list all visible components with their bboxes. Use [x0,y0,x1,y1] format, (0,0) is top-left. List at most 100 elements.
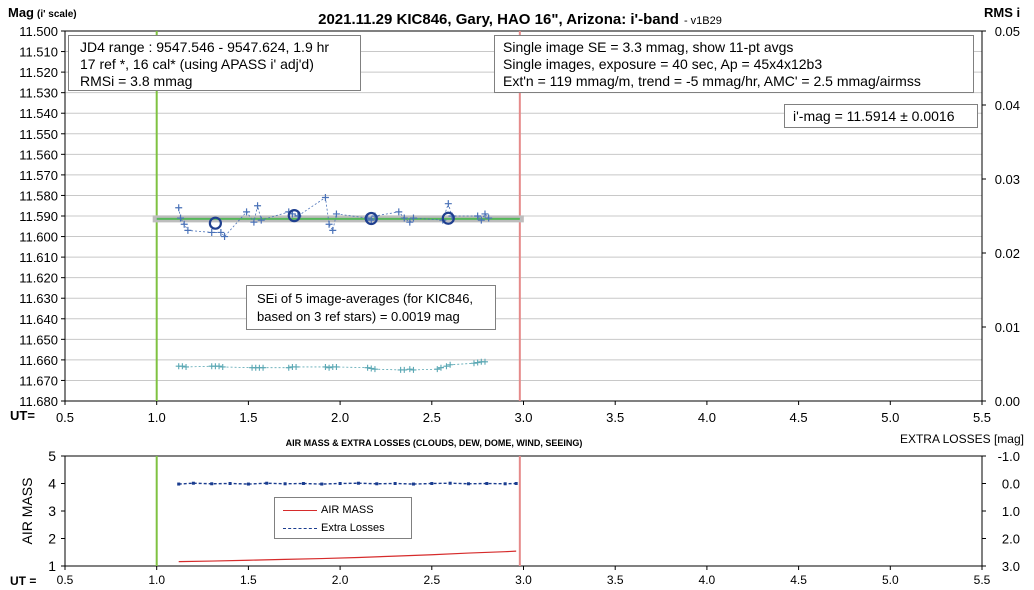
extra-losses-point [514,482,518,485]
y2-tick-label: 0.00 [995,394,1020,409]
y-tick-label: 11.550 [19,127,58,142]
rms-point [371,366,378,373]
rms-point [326,364,333,371]
sub-x-tick-label: 5.5 [974,573,991,587]
legend-item-losses: Extra Losses [275,521,411,535]
y-axis-label-main: Mag [8,5,34,20]
y-tick-label: 11.520 [19,65,58,80]
sub-x-tick-label: 1.0 [148,573,165,587]
y-tick-label: 11.610 [19,250,58,265]
single-image-point [221,233,229,241]
rms-point [285,364,292,371]
rms-point [333,363,340,370]
info-jd-range: JD4 range : 9547.546 - 9547.624, 1.9 hr [80,39,330,55]
rms-point [322,363,329,370]
y-tick-label: 11.500 [19,24,58,39]
extra-losses-point [246,482,250,486]
extra-losses-point [338,482,342,485]
x-tick-label: 1.0 [148,410,166,425]
x-tick-label: 2.0 [331,410,349,425]
se-box: SEi of 5 image-averages (for KIC846, bas… [246,285,496,330]
y-tick-label: 11.660 [19,353,58,368]
version-tag: - v1B29 [684,15,722,27]
extra-losses-point [448,481,452,485]
y-tick-label: 11.580 [19,188,58,203]
chart-title: 2021.11.29 KIC846, Gary, HAO 16", Arizon… [318,11,722,28]
extra-losses-point [356,481,360,485]
single-image-point [184,226,192,234]
extra-losses-point [191,481,195,485]
info-box-right: Single image SE = 3.3 mmag, show 11-pt a… [494,35,974,93]
sub-y2-tick-label: 1.0 [1002,504,1020,519]
sub-y2-tick-label: 0.0 [1002,477,1020,492]
info-exposure: Single images, exposure = 40 sec, Ap = 4… [503,56,823,72]
main-grid [65,30,982,402]
single-image-point [257,216,265,224]
sub-x-tick-label: 4.0 [699,573,716,587]
x-tick-label: 3.0 [514,410,532,425]
y2-tick-label: 0.05 [995,24,1020,39]
rms-point [481,358,488,365]
airmass-line [178,550,517,563]
mag-result-box: i'-mag = 11.5914 ± 0.0016 [784,104,978,128]
sub-y2-axis-label: EXTRA LOSSES [mag] [900,432,1024,446]
single-image-point [400,214,408,222]
info-single-se: Single image SE = 3.3 mmag, show 11-pt a… [503,39,794,55]
extra-losses-line [178,482,517,485]
extra-losses-point [301,482,305,485]
extra-losses-point [265,481,269,485]
sub-marks [155,456,521,566]
rms-point [219,363,226,370]
legend-label-losses: Extra Losses [321,522,385,534]
single-image-point [477,216,485,224]
y-tick-label: 11.590 [19,209,58,224]
x-tick-label: 1.5 [239,410,257,425]
sub-y-tick-label: 1 [48,558,56,574]
rms-point [410,366,417,373]
sub-y-tick-label: 5 [48,448,56,464]
y-tick-label: 11.680 [19,394,58,409]
sub-x-tick-label: 0.5 [57,573,74,587]
single-image-point [395,208,403,216]
sub-x-tick-label: 3.0 [515,573,532,587]
y2-tick-label: 0.02 [995,246,1020,261]
sub-x-tick-label: 2.5 [423,573,440,587]
single-image-point [177,214,185,222]
x-axis-prefix: UT= [10,408,35,423]
main-marks [152,31,524,401]
extra-losses-point [210,482,214,486]
single-image-line [178,196,489,238]
single-image-point [180,220,188,228]
single-image-point [243,208,251,216]
y-tick-label: 11.530 [19,86,58,101]
y-tick-label: 11.560 [19,147,58,162]
sub-plot-frame [64,455,983,567]
legend-swatch-airmass [283,510,317,511]
extra-losses-point [411,482,415,486]
rms-point [474,359,481,366]
rms-point [406,366,413,373]
extra-losses-point [430,482,434,485]
rms-point [293,363,300,370]
sub-y2-tick-label: -1.0 [998,449,1020,464]
rms-point [183,363,190,370]
rms-point [443,363,450,370]
y-tick-label: 11.570 [19,168,58,183]
y-axis-label: Mag (i' scale) [8,5,77,20]
x-tick-label: 5.5 [973,410,991,425]
rms-point [216,363,223,370]
chart-title-main: 2021.11.29 KIC846, Gary, HAO 16", Arizon… [318,11,679,28]
x-tick-label: 2.5 [423,410,441,425]
extra-losses-point [485,482,489,485]
extra-losses-point [503,482,507,486]
extra-losses-point [228,482,232,485]
sub-y2-tick-label: 2.0 [1002,532,1020,547]
y2-tick-label: 0.04 [995,98,1020,113]
sub-x-tick-label: 2.0 [332,573,349,587]
sub-chart-title: AIR MASS & EXTRA LOSSES (CLOUDS, DEW, DO… [286,438,583,448]
single-image-point [321,194,329,201]
rms-point [437,364,444,371]
rms-point [368,365,375,372]
plot-frame [64,30,983,402]
